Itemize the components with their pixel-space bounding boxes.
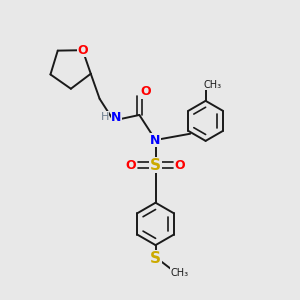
Text: O: O	[77, 44, 88, 57]
Text: O: O	[140, 85, 151, 98]
Text: S: S	[150, 158, 161, 172]
Text: N: N	[150, 134, 161, 146]
Text: S: S	[150, 251, 161, 266]
Text: H: H	[100, 112, 109, 122]
Text: O: O	[175, 158, 185, 172]
Text: CH₃: CH₃	[203, 80, 221, 90]
Text: CH₃: CH₃	[170, 268, 188, 278]
Text: N: N	[111, 110, 122, 124]
Text: O: O	[126, 158, 136, 172]
